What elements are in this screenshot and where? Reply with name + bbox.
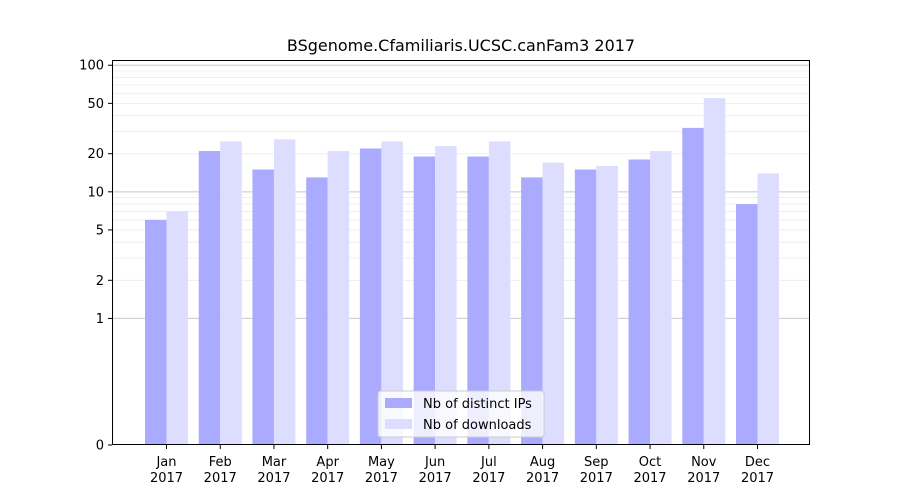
x-tick-label-month: Jun: [424, 455, 445, 470]
x-tick-label-month: Aug: [530, 455, 555, 470]
legend-swatch: [385, 419, 412, 429]
bar-distinct-ips: [467, 156, 489, 446]
x-tick-label-month: Dec: [745, 455, 770, 470]
bar-downloads: [220, 141, 242, 445]
y-tick-label: 10: [87, 185, 104, 200]
bar-distinct-ips: [306, 177, 328, 446]
y-tick-label: 1: [96, 312, 104, 327]
bar-distinct-ips: [413, 156, 436, 446]
bar-downloads: [542, 162, 565, 445]
x-tick-label-year: 2017: [257, 471, 290, 486]
bar-downloads: [650, 151, 672, 445]
x-axis: Jan2017Feb2017Mar2017Apr2017May2017Jun20…: [150, 445, 774, 486]
x-tick-label-month: Mar: [262, 455, 287, 470]
y-tick-label: 20: [87, 147, 104, 162]
bar-distinct-ips: [682, 127, 704, 445]
x-tick-label-year: 2017: [633, 471, 666, 486]
x-tick-label-month: Nov: [691, 455, 717, 470]
legend-label: Nb of downloads: [423, 418, 532, 433]
x-tick-label-year: 2017: [741, 471, 774, 486]
bar-downloads: [488, 141, 511, 445]
x-tick-label-year: 2017: [365, 471, 398, 486]
y-tick-label: 2: [96, 274, 104, 289]
x-tick-label-month: May: [368, 455, 395, 470]
legend-label: Nb of distinct IPs: [423, 397, 532, 412]
y-tick-label: 100: [79, 59, 104, 74]
x-tick-label-month: Apr: [316, 455, 339, 470]
bar-downloads: [435, 146, 457, 445]
bar-downloads: [757, 173, 779, 445]
x-tick-label-month: Oct: [639, 455, 661, 470]
plot-frame: [112, 60, 810, 445]
legend-swatch: [385, 398, 412, 408]
bar-distinct-ips: [145, 219, 167, 445]
y-axis: 0 1 2 5 10 20 50 100: [79, 59, 112, 454]
x-tick-label-month: Feb: [209, 455, 232, 470]
bar-distinct-ips: [521, 177, 543, 446]
bar-downloads: [166, 211, 188, 445]
x-tick-label-year: 2017: [580, 471, 613, 486]
legend: Nb of distinct IPs Nb of downloads: [377, 390, 545, 438]
x-tick-label-year: 2017: [526, 471, 559, 486]
x-tick-label-year: 2017: [472, 471, 505, 486]
y-tick-label: 5: [96, 223, 104, 238]
y-tick-label: 0: [96, 439, 104, 454]
bar-downloads: [596, 165, 618, 446]
x-tick-label-month: Sep: [584, 455, 609, 470]
bar-downloads: [327, 151, 350, 445]
bar-distinct-ips: [574, 169, 597, 445]
bar-downloads: [703, 98, 726, 445]
bar-distinct-ips: [736, 204, 758, 445]
x-tick-label-year: 2017: [687, 471, 720, 486]
x-tick-label-month: Jan: [155, 455, 176, 470]
y-tick-label: 50: [87, 97, 104, 112]
x-tick-label-month: Jul: [480, 455, 497, 470]
x-tick-label-year: 2017: [204, 471, 237, 486]
x-tick-label-year: 2017: [150, 471, 183, 486]
bars: [145, 98, 779, 446]
bar-distinct-ips: [252, 169, 274, 445]
bar-downloads: [273, 139, 296, 445]
x-tick-label-year: 2017: [419, 471, 452, 486]
bar-distinct-ips: [359, 148, 382, 445]
bar-distinct-ips: [628, 159, 651, 445]
bar-distinct-ips: [198, 151, 221, 445]
x-tick-label-year: 2017: [311, 471, 344, 486]
legend-box: [377, 390, 545, 438]
bar-downloads: [381, 141, 403, 445]
chart-title: BSgenome.Cfamiliaris.UCSC.canFam3 2017: [287, 36, 635, 55]
